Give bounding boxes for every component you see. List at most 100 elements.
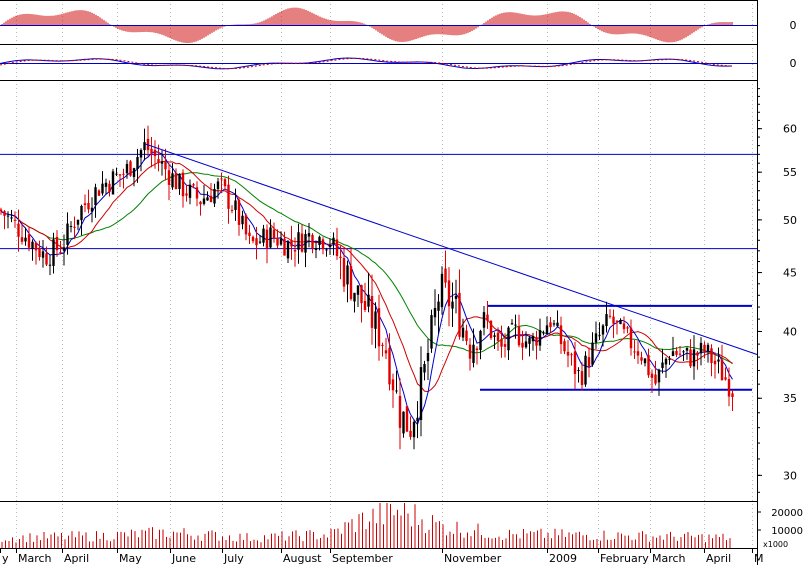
candle — [220, 172, 223, 194]
candle — [230, 205, 234, 214]
candle — [556, 310, 559, 328]
candle — [52, 232, 55, 274]
horizontal-levels — [0, 153, 757, 391]
candle — [419, 346, 423, 437]
month-label: y — [2, 552, 9, 565]
candle — [517, 314, 521, 348]
candle — [41, 240, 45, 268]
candle — [412, 419, 416, 450]
candle — [195, 181, 199, 207]
candle — [461, 318, 465, 342]
candle — [444, 250, 447, 288]
candle — [426, 339, 430, 381]
candle — [713, 352, 717, 379]
candle — [727, 367, 731, 407]
candle — [192, 182, 195, 189]
moving-average-medium — [0, 160, 733, 393]
oscillator-signal-line — [0, 57, 733, 70]
candle — [181, 169, 185, 208]
candle — [703, 341, 706, 359]
candle — [335, 227, 339, 260]
candle — [528, 335, 531, 357]
candle — [237, 197, 241, 236]
candle — [6, 211, 10, 229]
price-axis-ticks: 60 55 50 45 40 35 30 — [757, 88, 797, 493]
candle — [591, 332, 594, 367]
candle — [59, 240, 62, 255]
candle — [475, 346, 479, 365]
month-label: April — [64, 552, 89, 565]
candle — [146, 125, 150, 157]
candle — [87, 189, 90, 214]
candle — [377, 294, 381, 361]
candle — [171, 163, 174, 190]
candle — [542, 330, 545, 336]
candle — [115, 167, 118, 176]
month-label: July — [223, 552, 244, 565]
candle — [73, 216, 76, 240]
candle — [647, 348, 650, 378]
candle — [549, 316, 552, 334]
candle — [213, 183, 216, 208]
candle — [139, 148, 143, 172]
candle — [440, 266, 444, 315]
candle — [612, 309, 615, 339]
candle — [342, 248, 346, 293]
candle — [143, 128, 146, 161]
candle — [293, 237, 297, 267]
candle — [472, 328, 475, 368]
month-label: September — [332, 552, 393, 565]
candle — [531, 332, 535, 351]
candle — [83, 194, 87, 213]
candle — [409, 416, 412, 440]
candle — [328, 238, 332, 256]
candle — [332, 232, 335, 256]
candle — [657, 368, 661, 396]
candle — [276, 229, 279, 249]
candle — [62, 234, 66, 266]
candle — [97, 189, 101, 197]
candle — [209, 183, 213, 203]
volume-bars — [1, 503, 731, 548]
price-tick-label: 40 — [783, 325, 797, 338]
candle — [216, 178, 220, 199]
month-label: November — [444, 552, 502, 565]
candle — [587, 347, 591, 378]
candle — [160, 150, 164, 176]
candle — [692, 335, 696, 380]
candle — [507, 326, 510, 360]
month-label: May — [119, 552, 142, 565]
candle — [566, 339, 570, 368]
candle — [678, 345, 682, 358]
candle — [608, 309, 612, 319]
candle — [272, 222, 276, 243]
candle — [118, 174, 122, 188]
candle — [601, 323, 605, 347]
candle — [489, 319, 493, 340]
candle — [374, 302, 377, 349]
candle — [486, 301, 489, 329]
histogram-zero-label: 0 — [790, 19, 797, 32]
candle — [185, 184, 188, 202]
candle — [360, 284, 363, 323]
candle — [559, 316, 563, 354]
candle — [370, 274, 374, 345]
month-label: March — [652, 552, 686, 565]
price-tick-label: 55 — [783, 166, 797, 179]
candle — [304, 229, 307, 268]
candle — [279, 231, 283, 246]
candle — [671, 336, 675, 357]
candle — [202, 185, 206, 206]
candle — [122, 168, 125, 189]
candle — [363, 282, 367, 312]
candle — [615, 320, 619, 335]
candle — [206, 191, 209, 201]
candle — [465, 324, 468, 345]
volume-unit-label: x1000 — [763, 540, 788, 549]
candle — [633, 339, 636, 360]
candle — [521, 330, 524, 360]
candle — [150, 136, 153, 168]
volume-tick-label: 20000 — [771, 508, 803, 519]
moving-average-short — [0, 150, 733, 426]
price-tick-label: 60 — [783, 123, 797, 136]
